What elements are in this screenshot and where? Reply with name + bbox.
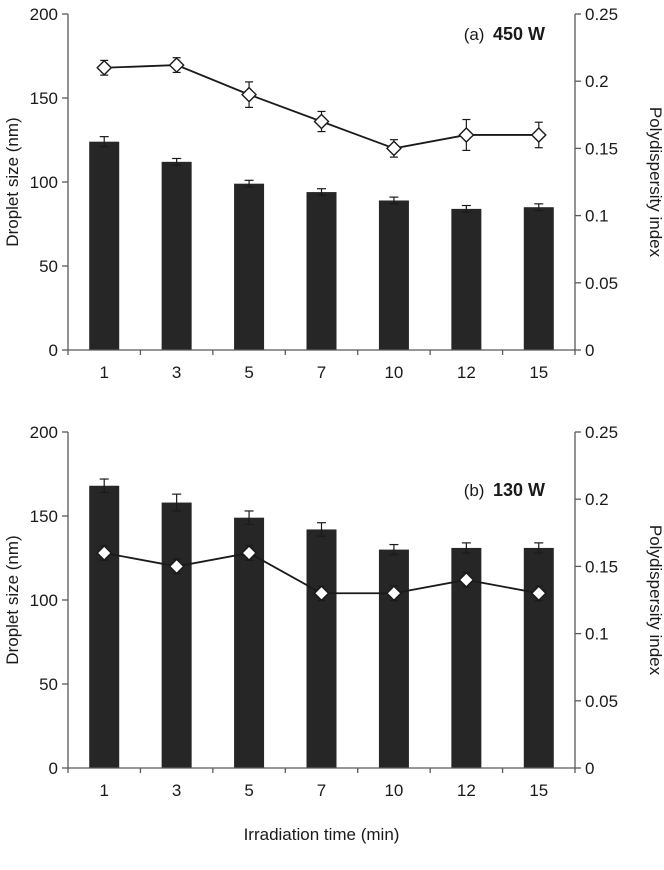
diamond-marker xyxy=(530,585,547,602)
pdi-line-series xyxy=(96,544,547,602)
x-category-label: 1 xyxy=(99,781,108,800)
x-category-label: 5 xyxy=(244,363,253,382)
diamond-marker xyxy=(96,544,113,561)
right-tick-label: 0.25 xyxy=(585,423,618,442)
x-category-label: 10 xyxy=(384,781,403,800)
right-tick-label: 0.15 xyxy=(585,139,618,158)
panel-label: (a) 450 W xyxy=(464,24,545,44)
droplet-size-bar xyxy=(306,529,337,768)
droplet-size-bar xyxy=(378,200,409,350)
diamond-marker xyxy=(96,59,113,76)
left-axis-title: Droplet size (nm) xyxy=(3,117,22,246)
diamond-marker xyxy=(241,86,258,103)
right-tick-label: 0.05 xyxy=(585,274,618,293)
left-tick-label: 100 xyxy=(30,173,58,192)
droplet-size-bar xyxy=(451,208,482,350)
left-tick-label: 0 xyxy=(49,759,58,778)
x-category-label: 7 xyxy=(317,781,326,800)
x-category-label: 10 xyxy=(384,363,403,382)
right-tick-label: 0.05 xyxy=(585,692,618,711)
panel-label: (b) 130 W xyxy=(464,480,545,500)
x-category-label: 7 xyxy=(317,363,326,382)
diamond-marker xyxy=(530,126,547,143)
diamond-marker xyxy=(313,113,330,130)
left-tick-label: 150 xyxy=(30,89,58,108)
droplet-size-bar xyxy=(523,207,554,350)
x-category-label: 12 xyxy=(457,781,476,800)
right-tick-label: 0.2 xyxy=(585,490,609,509)
right-tick-label: 0.2 xyxy=(585,72,609,91)
diamond-marker xyxy=(168,558,185,575)
droplet-size-bar xyxy=(89,141,120,350)
x-category-label: 15 xyxy=(529,781,548,800)
right-tick-label: 0.1 xyxy=(585,625,609,644)
right-tick-label: 0.25 xyxy=(585,5,618,24)
left-tick-label: 50 xyxy=(39,675,58,694)
axes xyxy=(62,13,581,355)
x-axis-title: Irradiation time (min) xyxy=(244,825,400,844)
x-category-label: 3 xyxy=(172,363,181,382)
diamond-marker xyxy=(241,544,258,561)
left-axis-title: Droplet size (nm) xyxy=(3,535,22,664)
right-tick-label: 0 xyxy=(585,341,594,360)
droplet-size-bar xyxy=(161,502,192,768)
right-tick-label: 0.1 xyxy=(585,207,609,226)
droplet-size-bar xyxy=(234,183,265,350)
diamond-marker xyxy=(168,57,185,74)
x-category-label: 5 xyxy=(244,781,253,800)
axes xyxy=(62,431,581,773)
x-category-label: 15 xyxy=(529,363,548,382)
left-tick-label: 200 xyxy=(30,5,58,24)
droplet-size-bar xyxy=(378,549,409,768)
right-axis-title: Polydispersity index xyxy=(646,525,664,676)
left-tick-label: 50 xyxy=(39,257,58,276)
droplet-size-bar xyxy=(161,161,192,350)
droplet-size-bar xyxy=(306,192,337,350)
diamond-marker xyxy=(313,585,330,602)
diamond-marker xyxy=(458,126,475,143)
x-category-label: 3 xyxy=(172,781,181,800)
right-tick-label: 0 xyxy=(585,759,594,778)
panel-a-chart: 0 50 100 150 200 0 0.05 0.1 0.15 0.2 0.25 1 3 5 7 10 12 1… xyxy=(3,5,664,382)
bar-series-droplet-size xyxy=(89,478,554,768)
bar-series-droplet-size xyxy=(89,136,554,350)
x-category-label: 12 xyxy=(457,363,476,382)
droplet-size-bar xyxy=(523,547,554,768)
left-tick-label: 150 xyxy=(30,507,58,526)
pdi-line xyxy=(104,64,539,150)
droplet-size-bar xyxy=(89,485,120,768)
pdi-line-series xyxy=(96,57,547,158)
left-tick-label: 200 xyxy=(30,423,58,442)
x-category-label: 1 xyxy=(99,363,108,382)
panel-b-chart: 0 50 100 150 200 0 0.05 0.1 0.15 0.2 0.25 1 3 5 7 10 12 1… xyxy=(3,423,664,844)
right-axis-title: Polydispersity index xyxy=(646,107,664,258)
diamond-marker xyxy=(385,140,402,157)
right-tick-label: 0.15 xyxy=(585,557,618,576)
left-tick-label: 0 xyxy=(49,341,58,360)
diamond-marker xyxy=(385,585,402,602)
left-tick-label: 100 xyxy=(30,591,58,610)
diamond-marker xyxy=(458,571,475,588)
